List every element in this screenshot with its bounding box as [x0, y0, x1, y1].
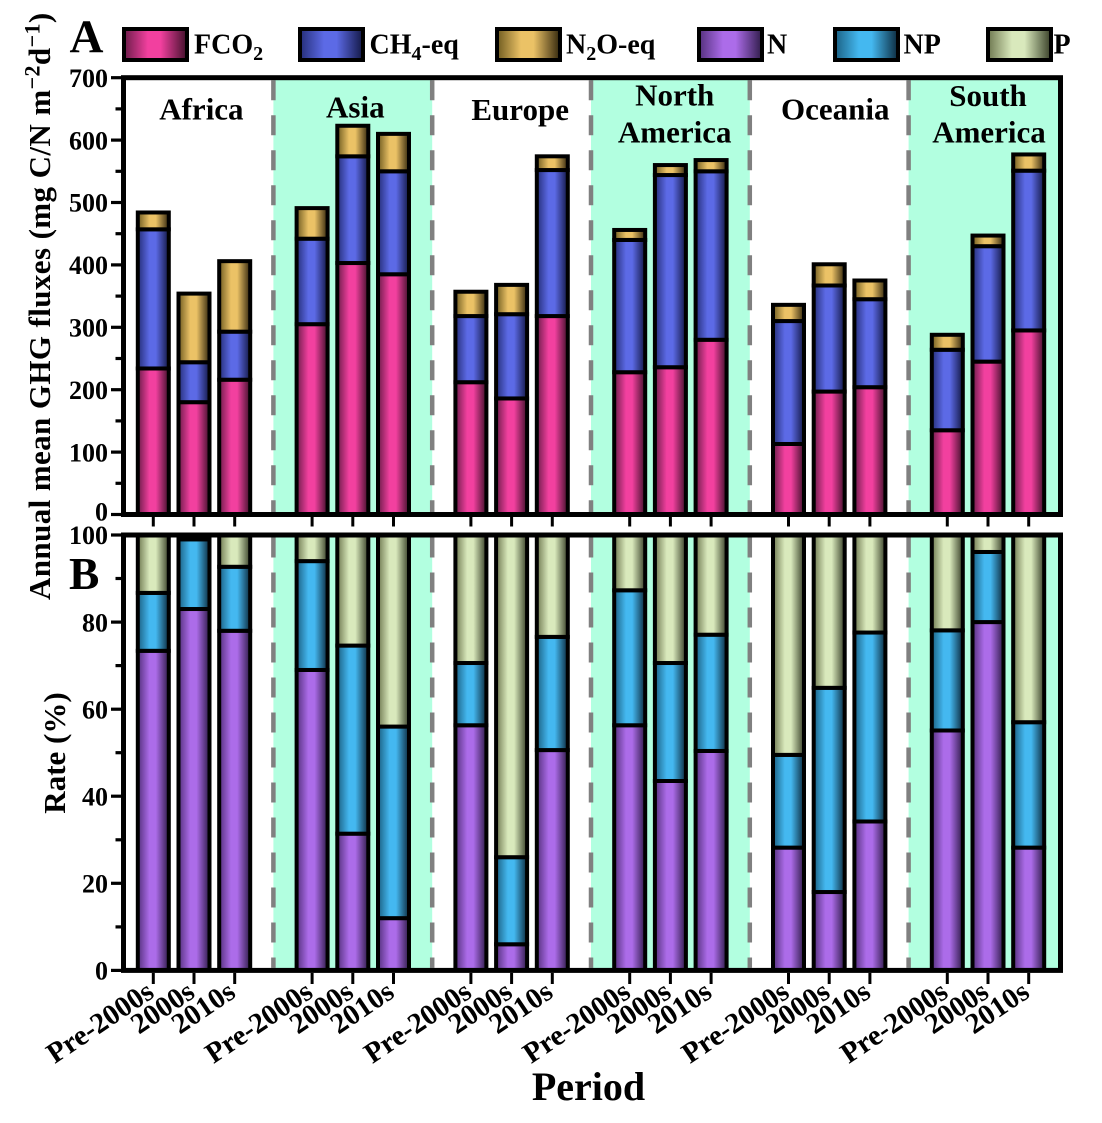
svg-text:0: 0: [95, 957, 108, 986]
svg-text:300: 300: [69, 314, 108, 343]
svg-text:Africa: Africa: [159, 91, 244, 126]
svg-text:Asia: Asia: [326, 90, 385, 125]
svg-text:North: North: [635, 78, 714, 113]
svg-text:60: 60: [82, 695, 108, 724]
svg-text:NP: NP: [904, 30, 941, 61]
svg-text:100: 100: [69, 438, 108, 467]
svg-text:A: A: [70, 11, 104, 63]
svg-text:Oceania: Oceania: [781, 92, 890, 127]
svg-text:Period: Period: [532, 1064, 645, 1109]
svg-text:Rate (%): Rate (%): [37, 692, 72, 813]
svg-text:40: 40: [82, 782, 108, 811]
svg-text:P: P: [1054, 30, 1071, 61]
svg-text:200: 200: [69, 376, 108, 405]
svg-text:500: 500: [69, 189, 108, 218]
svg-text:Annual mean GHG fluxes (mg C/N: Annual mean GHG fluxes (mg C/N m−2d−1): [20, 12, 58, 600]
svg-text:20: 20: [82, 870, 108, 899]
svg-text:N: N: [767, 30, 787, 61]
svg-text:700: 700: [69, 64, 108, 93]
svg-text:0: 0: [95, 498, 108, 527]
svg-text:FCO2: FCO2: [194, 30, 263, 66]
svg-text:400: 400: [69, 251, 108, 280]
svg-text:N2O-eq: N2O-eq: [566, 30, 656, 66]
svg-text:80: 80: [82, 608, 108, 637]
svg-text:600: 600: [69, 126, 108, 155]
svg-text:America: America: [932, 114, 1046, 149]
svg-text:South: South: [949, 78, 1027, 113]
svg-text:America: America: [618, 114, 732, 149]
svg-text:100: 100: [69, 521, 108, 550]
svg-text:B: B: [69, 548, 99, 599]
svg-text:Europe: Europe: [471, 92, 569, 127]
